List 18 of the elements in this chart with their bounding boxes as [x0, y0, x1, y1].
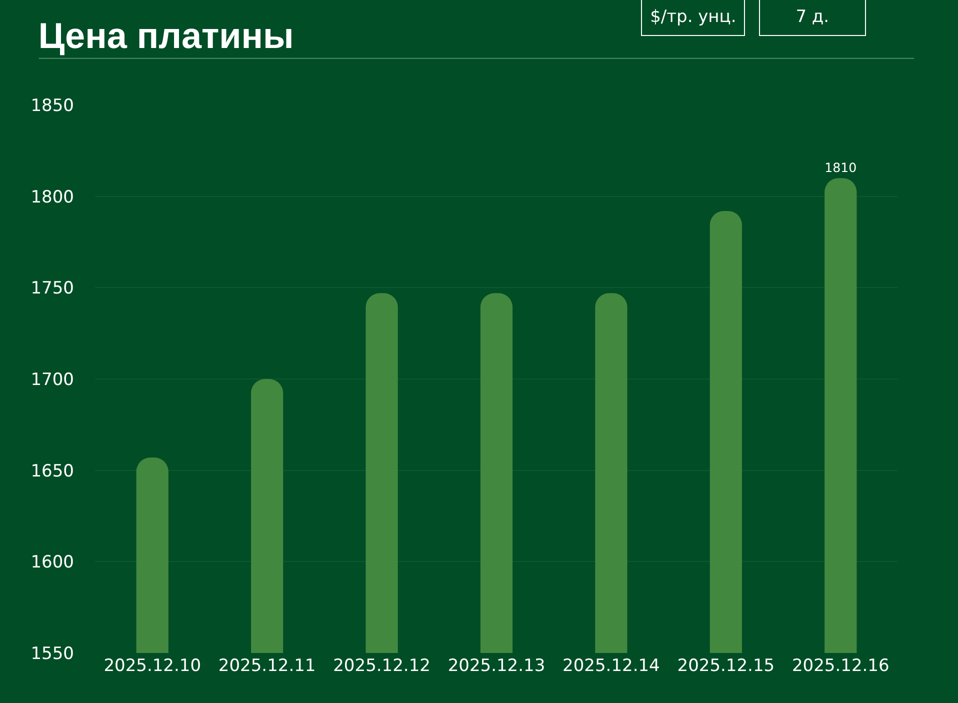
text: 7 д. [796, 7, 830, 27]
x-tick-label: 2025.12.11 [218, 656, 316, 676]
y-tick-label: 1850 [30, 96, 74, 116]
chart-title: Цена платины [38, 14, 294, 56]
x-tick-label: 2025.12.15 [677, 656, 775, 676]
y-tick-label: 1700 [30, 370, 74, 390]
x-tick-label: 2025.12.10 [104, 656, 202, 676]
x-tick-label: 2025.12.12 [333, 656, 430, 676]
y-tick-label: 1800 [30, 187, 74, 208]
y-tick-label: 1750 [30, 278, 74, 299]
x-tick-label: 2025.12.14 [562, 656, 660, 676]
x-tick-label: 2025.12.13 [448, 656, 546, 676]
y-tick-label: 1600 [30, 552, 74, 573]
text: $/тр. унц. [650, 7, 736, 27]
x-tick-label: 2025.12.16 [792, 656, 890, 676]
data-label: 1810 [824, 160, 857, 175]
y-tick-label: 1650 [30, 461, 74, 482]
y-tick-label: 1550 [30, 644, 74, 664]
